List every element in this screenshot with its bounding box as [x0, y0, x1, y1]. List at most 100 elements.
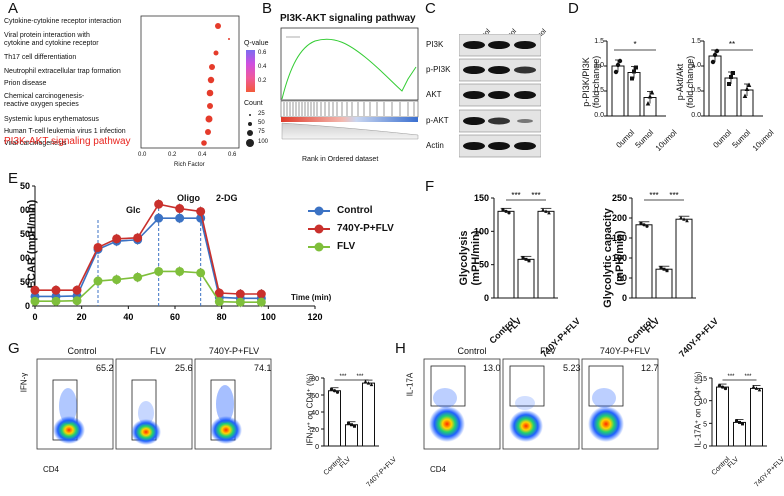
- y-tick: 1.0: [691, 62, 701, 69]
- group-label: 740Y-P+FLV: [365, 456, 399, 489]
- y-tick-label: 200: [612, 213, 627, 223]
- sig-label: ***: [727, 374, 735, 380]
- data-point: [154, 266, 164, 276]
- term-label: Th17 cell differentiation: [4, 54, 77, 61]
- enrichment-dot: [207, 76, 215, 84]
- bar: [517, 258, 535, 299]
- y-tick: 0.0: [691, 112, 701, 119]
- bar: [537, 210, 555, 299]
- term-label: Neutrophil extracellular trap formation: [4, 68, 121, 75]
- flow-plots-g: [36, 358, 272, 450]
- data-point: [363, 379, 368, 384]
- bar: [716, 386, 729, 447]
- group-label: FLV: [540, 346, 556, 356]
- count-tick: 25: [258, 111, 265, 117]
- data-point: [727, 82, 731, 86]
- y-tick-label: 15: [699, 376, 707, 383]
- qvalue-tick: 0.2: [258, 78, 267, 84]
- glycolytic-capacity-chart: 0 50 100 150 200 250 *** ***: [612, 191, 696, 303]
- data-point: [634, 65, 638, 70]
- flow-plot: [502, 358, 580, 450]
- y-axis-label: IL-17A: [405, 372, 415, 397]
- sig-label: ***: [744, 374, 752, 380]
- flow-plot: [194, 358, 272, 450]
- x-tick-label: 80: [217, 312, 227, 322]
- gate-percent: 74.1: [254, 363, 272, 373]
- data-point: [617, 58, 623, 64]
- blot-strip: [459, 109, 541, 133]
- panel-label-d: D: [568, 0, 579, 17]
- injection-label: 2-DG: [216, 193, 238, 203]
- y-tick-label: 150: [474, 193, 489, 203]
- bar: [635, 224, 653, 299]
- data-point: [347, 421, 350, 425]
- highlight-term: PI3K-AKT signaling pathway: [4, 136, 131, 147]
- qvalue-colorbar: [246, 50, 255, 92]
- data-point: [645, 224, 649, 228]
- y-tick-label: 250: [612, 193, 627, 203]
- data-point: [547, 210, 551, 215]
- enrichment-dot: [213, 50, 219, 56]
- data-point: [524, 257, 528, 261]
- x-tick: 0.0: [138, 152, 147, 158]
- count-tick: 75: [258, 129, 265, 135]
- sig-label: ***: [649, 191, 658, 200]
- data-point: [256, 297, 266, 307]
- data-point: [93, 242, 103, 252]
- bar: [675, 218, 693, 299]
- data-point: [30, 296, 40, 306]
- flow-plot: [36, 358, 114, 450]
- data-point: [369, 382, 374, 387]
- data-point: [665, 269, 669, 273]
- y-tick-label: 0: [484, 293, 489, 303]
- x-tick-label: 0: [32, 312, 37, 322]
- x-tick-label: 120: [307, 312, 322, 322]
- il17a-bar-chart: 0 5 10 15 *** ***: [699, 374, 767, 451]
- panel-label-b: B: [262, 0, 273, 17]
- sig-label: *: [633, 40, 636, 49]
- y-tick: 0.5: [594, 87, 604, 94]
- data-point: [154, 213, 164, 223]
- count-tick: 100: [258, 139, 269, 145]
- x-tick: 0.4: [198, 152, 207, 158]
- data-point: [329, 387, 334, 391]
- data-point: [613, 69, 619, 75]
- y-tick: 1.0: [594, 62, 604, 69]
- data-point: [645, 101, 651, 106]
- flow-plots-h: [423, 358, 659, 450]
- data-point: [133, 272, 143, 282]
- y-tick: 0.0: [594, 112, 604, 119]
- enrichment-dot: [215, 23, 221, 29]
- blot-row-label: AKT: [426, 90, 442, 99]
- y-tick-label: 80: [311, 376, 319, 383]
- y-axis-label: IFN-γ: [19, 372, 29, 393]
- data-point: [30, 285, 40, 295]
- panel-label-a: A: [8, 0, 19, 17]
- data-point: [504, 209, 508, 213]
- blot-strip: [459, 58, 541, 82]
- ecar-chart: 0 50 100 150 200 250 0 20 40 60 80 100 120: [20, 181, 323, 322]
- western-blot: [459, 34, 541, 158]
- enrichment-dot: [201, 140, 207, 146]
- data-point: [501, 208, 505, 212]
- data-point: [214, 288, 224, 298]
- x-tick-label: 60: [170, 312, 180, 322]
- series-line: [35, 217, 262, 300]
- blot-row-label: Actin: [426, 141, 444, 150]
- sig-label: ***: [339, 374, 347, 380]
- data-point: [630, 76, 634, 81]
- legend-label: FLV: [337, 241, 356, 252]
- group-label: 740Y-P+FLV: [753, 456, 784, 489]
- es-frame: [280, 27, 419, 101]
- data-point: [133, 233, 143, 243]
- flow-plot: [423, 358, 501, 450]
- y-tick: 1.5: [691, 38, 701, 45]
- enrichment-dot: [209, 64, 215, 70]
- blot-strip: [459, 34, 541, 57]
- data-point: [196, 206, 206, 216]
- data-point: [527, 259, 531, 263]
- count-dot: [246, 139, 254, 147]
- ranked-metric: [281, 122, 419, 140]
- bar: [497, 210, 515, 299]
- group-label: 5umol: [633, 128, 656, 150]
